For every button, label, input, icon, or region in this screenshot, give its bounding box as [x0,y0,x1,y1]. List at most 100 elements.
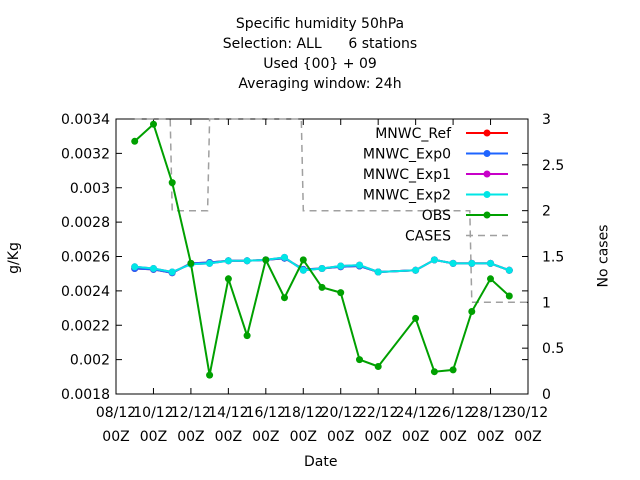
data-point [243,332,251,340]
x-tick-label-date: 18/12 [283,405,323,421]
data-point [468,308,476,315]
legend-label: OBS [422,208,451,224]
y-tick-label: 0.002 [70,353,110,369]
data-point [168,179,176,187]
data-point [449,366,457,374]
x-tick-label-hour: 00Z [402,429,429,445]
x-axis-label: Date [304,454,338,470]
data-point [168,268,176,276]
data-point [187,259,195,267]
x-tick-label-hour: 00Z [177,429,204,445]
x-tick-label-date: 20/12 [321,405,361,421]
data-point [412,266,420,274]
data-point [505,266,513,274]
x-tick-label-date: 16/12 [246,405,286,421]
data-point [356,356,363,364]
x-tick-label-hour: 00Z [327,429,354,445]
y-tick-label: 0.0034 [61,112,110,128]
y2-tick-label: 3 [542,112,551,128]
data-point [224,275,232,283]
x-tick-label-hour: 00Z [477,429,504,445]
data-point [281,253,288,261]
legend-label: MNWC_Exp0 [363,147,451,163]
y2-tick-label: 2 [542,204,551,220]
x-tick-label-date: 24/12 [395,405,435,421]
x-tick-label-hour: 00Z [439,429,466,445]
data-point [262,256,270,264]
y-tick-label: 0.0018 [61,387,110,403]
x-tick-label-hour: 00Z [514,429,541,445]
data-point [337,289,345,297]
data-point [206,259,214,267]
data-point [131,137,139,145]
legend-label: CASES [405,229,451,245]
legend-marker [483,191,491,198]
x-tick-label-hour: 00Z [364,429,391,445]
x-tick-label-date: 14/12 [208,405,248,421]
data-point [374,363,382,370]
data-point [299,256,307,264]
legend-label: MNWC_Ref [375,126,452,142]
y-tick-label: 0.0026 [61,250,110,266]
series-cases [134,118,528,304]
data-point [468,259,476,267]
x-tick-label-date: 30/12 [508,405,548,421]
legend-marker [483,129,491,137]
legend-marker [483,211,491,219]
x-tick-label-hour: 00Z [215,429,242,445]
data-point [337,262,345,270]
x-tick-label-date: 12/12 [171,405,211,421]
data-point [150,265,157,272]
series-obs [131,120,513,379]
data-point [374,268,382,276]
y2-tick-label: 2.5 [542,158,564,174]
data-point [412,314,420,322]
x-tick-label-date: 22/12 [358,405,398,421]
y2-tick-label: 0.5 [542,341,564,357]
data-point [224,257,232,265]
data-point [487,259,494,267]
legend-label: MNWC_Exp1 [363,167,451,183]
data-point [449,259,457,267]
x-tick-label-hour: 00Z [140,429,167,445]
chart-title-line-3: Used {00} + 09 [263,56,377,72]
data-point [430,368,438,376]
x-tick-label-date: 28/12 [470,405,510,421]
y-tick-label: 0.0022 [61,318,110,334]
x-tick-label-hour: 00Z [102,429,129,445]
series-line-cases [134,118,528,304]
legend-label: MNWC_Exp2 [363,188,451,204]
chart-title-line-4: Averaging window: 24h [238,76,402,92]
x-tick-label-date: 10/12 [133,405,173,421]
x-tick-label-date: 08/12 [96,405,136,421]
y-tick-label: 0.003 [70,181,110,197]
data-point [505,292,513,300]
data-point [206,371,214,379]
legend-marker [483,150,491,157]
legend-marker [483,170,491,178]
x-tick-label-hour: 00Z [290,429,317,445]
y2-tick-label: 0 [542,387,551,403]
data-point [281,294,288,302]
y-tick-label: 0.0032 [61,146,110,162]
data-point [150,120,157,128]
y2-tick-label: 1 [542,295,551,311]
x-tick-label-hour: 00Z [252,429,279,445]
chart-title-line-1: Specific humidity 50hPa [235,16,405,32]
data-point [299,266,307,274]
y-tick-label: 0.0028 [61,215,110,231]
data-point [131,263,139,271]
data-point [318,283,326,291]
y-tick-label: 0.0024 [61,284,110,300]
series-line-obs [134,122,510,376]
data-point [487,275,494,283]
data-point [430,256,438,264]
data-point [318,265,326,272]
x-tick-label-date: 26/12 [433,405,473,421]
chart-title-line-2: Selection: ALL 6 stations [222,36,418,52]
data-point [243,257,251,265]
data-point [356,261,363,269]
plot-frame [115,118,529,395]
y2-tick-label: 1.5 [542,250,564,266]
